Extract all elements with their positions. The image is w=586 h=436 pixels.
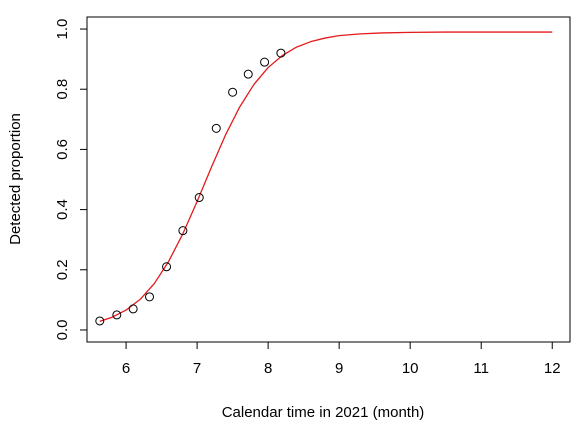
y-tick-label: 1.0 [54, 19, 71, 40]
x-tick-label: 12 [544, 360, 561, 377]
data-point [95, 316, 105, 326]
data-point [228, 87, 238, 97]
data-points-layer [95, 48, 286, 326]
plot-frame [86, 16, 571, 343]
data-point [211, 123, 221, 133]
fitted-curve-layer [99, 31, 553, 322]
y-axis-title: Detected proportion [7, 113, 24, 245]
data-point [194, 193, 204, 203]
x-tick-label: 9 [335, 360, 343, 377]
y-tick-label: 0.4 [54, 199, 71, 220]
fitted-curve [99, 31, 553, 322]
x-axis-title: Calendar time in 2021 (month) [222, 404, 425, 421]
data-point [260, 57, 270, 67]
y-tick-label: 0.0 [54, 320, 71, 341]
data-point [145, 292, 155, 302]
data-point [243, 69, 253, 79]
x-tick-label: 6 [122, 360, 130, 377]
y-tick-label: 0.8 [54, 79, 71, 100]
x-tick-label: 11 [473, 360, 489, 377]
x-tick-label: 10 [402, 360, 419, 377]
data-point [128, 304, 138, 314]
x-tick-label: 8 [264, 360, 272, 377]
data-point [178, 226, 188, 236]
y-tick-label: 0.6 [54, 139, 71, 160]
data-point [112, 310, 122, 320]
x-tick-label: 7 [193, 360, 201, 377]
y-axis: 0.0 0.2 0.4 0.6 0.8 1.0 [54, 19, 87, 341]
data-point [276, 48, 286, 58]
y-tick-label: 0.2 [54, 259, 71, 280]
x-axis: 6 7 8 9 10 11 12 [122, 342, 561, 377]
data-point [162, 262, 172, 272]
